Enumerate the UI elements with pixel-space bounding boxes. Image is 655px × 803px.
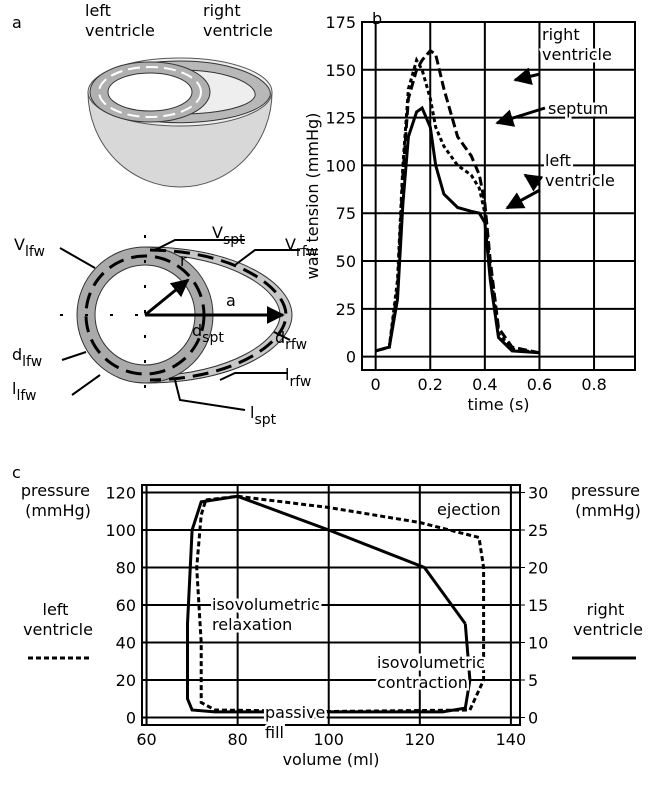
geometry-label: r (180, 251, 187, 270)
geometry-label: Vlfw (14, 235, 45, 260)
y-axis-label: wall tension (mmHg) (303, 113, 322, 280)
y-tick-label: 150 (325, 61, 356, 80)
arrow (497, 108, 545, 123)
annotation: ejection (437, 500, 501, 519)
x-tick-label: 0 (371, 375, 381, 394)
y-tick-label: 50 (336, 252, 356, 271)
y-tick-label: 100 (105, 521, 136, 540)
y-tick-label: 20 (116, 671, 136, 690)
y2-tick-label: 10 (528, 634, 548, 653)
y2-tick-label: 20 (528, 559, 548, 578)
y-tick-label: 75 (336, 204, 356, 223)
figure: a VlfwVsptVrfwradlfwdsptdrfwllfwlsptlrfw… (0, 0, 655, 803)
x-axis-label: volume (ml) (283, 750, 380, 769)
y-tick-label: 80 (116, 559, 136, 578)
geometry-label: a (226, 291, 236, 310)
geometry-label: dlfw (12, 345, 42, 370)
panel-label: a (12, 13, 22, 32)
y2-tick-label: 15 (528, 596, 548, 615)
x-tick-label: 0.2 (418, 375, 443, 394)
series-label: left ventricle (545, 151, 615, 190)
y-tick-label: 125 (325, 109, 356, 128)
annotation: isovolumetric relaxation (212, 595, 325, 634)
y2-tick-label: 25 (528, 521, 548, 540)
x-tick-label: 60 (136, 730, 156, 749)
panel-label: c (12, 463, 21, 482)
y2-tick-label: 30 (528, 484, 548, 503)
y-tick-label: 100 (325, 156, 356, 175)
top-label: right ventricle (203, 1, 273, 40)
geometry-label: lspt (250, 403, 277, 428)
x-tick-label: 0.4 (472, 375, 497, 394)
legend-label: right ventricle (573, 600, 643, 639)
series-label: septum (548, 99, 608, 118)
geometry-label: lrfw (285, 365, 311, 390)
arrow (515, 74, 540, 80)
legend-label: left ventricle (23, 600, 93, 639)
annotation: isovolumetric contraction (377, 653, 490, 692)
y-tick-label: 25 (336, 300, 356, 319)
x-tick-label: 100 (313, 730, 344, 749)
heart-3d (88, 58, 272, 187)
x-tick-label: 120 (405, 730, 436, 749)
x-axis-label: time (s) (467, 395, 529, 414)
x-tick-label: 0.6 (527, 375, 552, 394)
x-tick-label: 80 (227, 730, 247, 749)
y2-tick-label: 0 (528, 709, 538, 728)
y-tick-label: 120 (105, 484, 136, 503)
y-tick-label: 60 (116, 596, 136, 615)
top-label: left ventricle (85, 1, 155, 40)
geometry-label: Vspt (212, 223, 245, 248)
geometry-label: drfw (275, 328, 307, 353)
arrow (507, 190, 540, 208)
series-label: right ventricle (542, 25, 612, 64)
y2-tick-label: 5 (528, 671, 538, 690)
geometry-label: llfw (12, 379, 36, 404)
y-tick-label: 175 (325, 13, 356, 32)
arrow (525, 175, 540, 185)
y2-axis-label: pressure (mmHg) (571, 481, 645, 520)
y-tick-label: 40 (116, 634, 136, 653)
y-tick-label: 0 (126, 709, 136, 728)
x-tick-label: 0.8 (581, 375, 606, 394)
y-tick-label: 0 (346, 348, 356, 367)
y-axis-label: pressure (mmHg) (21, 481, 95, 520)
x-tick-label: 140 (496, 730, 527, 749)
series-line (376, 51, 540, 353)
panel-label: b (372, 9, 382, 28)
